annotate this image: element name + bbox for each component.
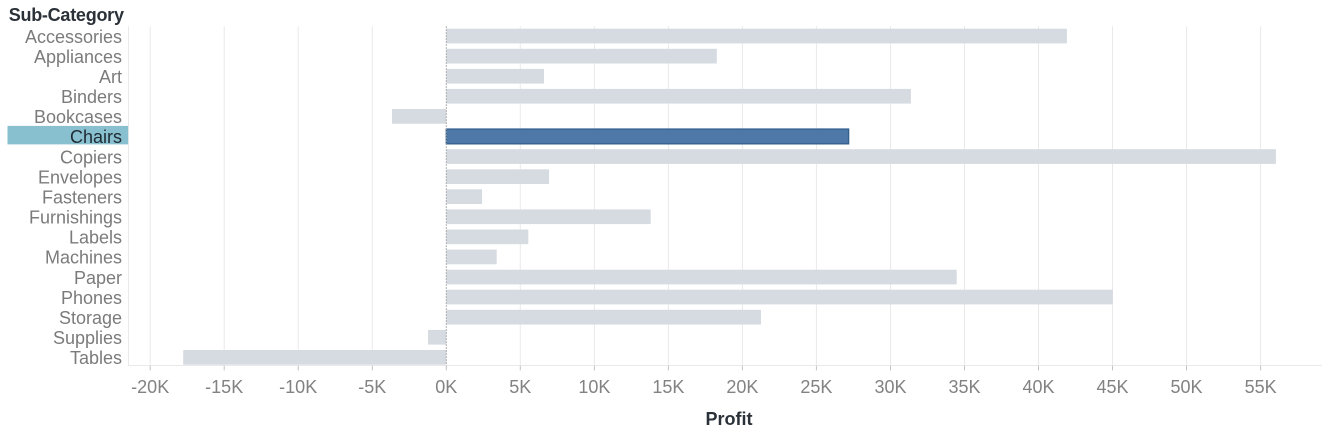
svg-text:Profit: Profit	[706, 409, 753, 429]
svg-text:20K: 20K	[726, 377, 758, 397]
svg-text:Binders: Binders	[61, 87, 122, 107]
svg-text:5K: 5K	[509, 377, 531, 397]
svg-text:Sub-Category: Sub-Category	[9, 5, 124, 25]
svg-text:50K: 50K	[1170, 377, 1202, 397]
svg-text:Bookcases: Bookcases	[34, 107, 122, 127]
svg-text:Chairs: Chairs	[70, 127, 122, 147]
svg-text:25K: 25K	[800, 377, 832, 397]
svg-text:55K: 55K	[1245, 377, 1277, 397]
svg-text:Phones: Phones	[61, 288, 122, 308]
svg-text:Paper: Paper	[74, 268, 122, 288]
svg-text:10K: 10K	[578, 377, 610, 397]
svg-text:Fasteners: Fasteners	[42, 187, 122, 207]
svg-text:-20K: -20K	[131, 377, 169, 397]
svg-text:40K: 40K	[1022, 377, 1054, 397]
svg-text:Machines: Machines	[45, 248, 122, 268]
svg-text:45K: 45K	[1096, 377, 1128, 397]
svg-text:-10K: -10K	[279, 377, 317, 397]
svg-text:Storage: Storage	[59, 308, 122, 328]
svg-text:Labels: Labels	[69, 228, 122, 248]
svg-text:15K: 15K	[652, 377, 684, 397]
svg-text:Tables: Tables	[70, 348, 122, 368]
svg-text:Supplies: Supplies	[53, 328, 122, 348]
svg-text:0K: 0K	[435, 377, 457, 397]
svg-text:-5K: -5K	[358, 377, 386, 397]
svg-text:Copiers: Copiers	[60, 147, 122, 167]
svg-text:30K: 30K	[874, 377, 906, 397]
svg-text:Envelopes: Envelopes	[38, 167, 122, 187]
svg-text:Art: Art	[99, 67, 122, 87]
svg-text:-15K: -15K	[205, 377, 243, 397]
svg-text:35K: 35K	[948, 377, 980, 397]
svg-text:Appliances: Appliances	[34, 47, 122, 67]
svg-text:Furnishings: Furnishings	[29, 208, 122, 228]
svg-text:Accessories: Accessories	[25, 27, 122, 47]
